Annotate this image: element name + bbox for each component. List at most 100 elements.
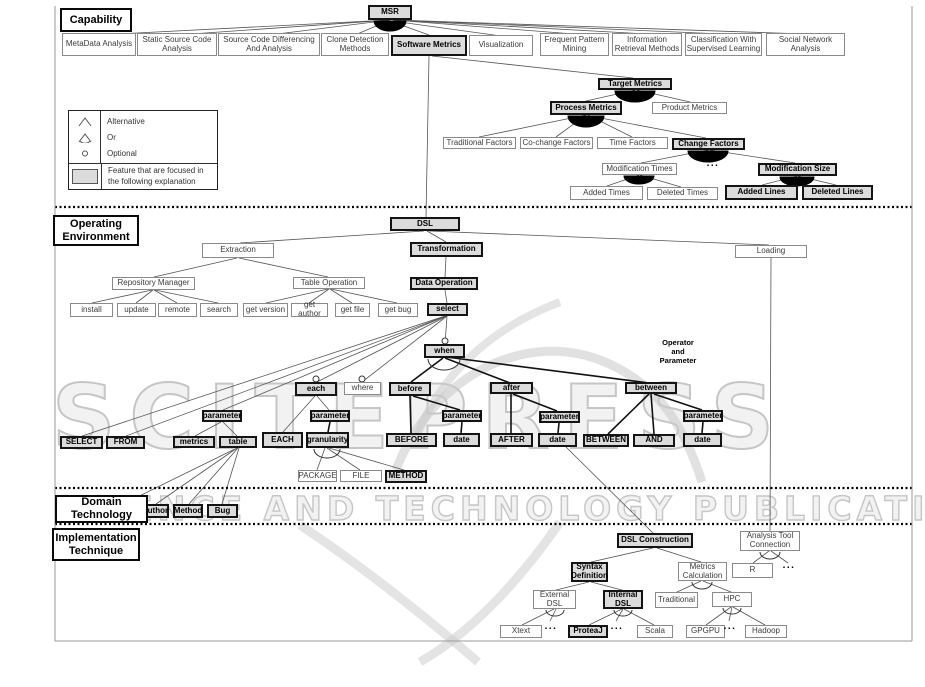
- node-dots-internal-dsl: ...: [610, 621, 624, 633]
- legend-or-label: Or: [107, 132, 116, 142]
- node-dots-analysis-tool: ...: [782, 560, 796, 572]
- node-remote: remote: [158, 303, 197, 317]
- node-domain-technology-label: Domain Technology: [55, 495, 148, 523]
- node-search: search: [200, 303, 238, 317]
- node-metrics-calculation: Metrics Calculation: [678, 562, 727, 581]
- node-bug: Bug: [207, 504, 238, 518]
- node-update: update: [117, 303, 156, 317]
- node-change-factors: Change Factors: [672, 138, 745, 150]
- node-kw-and: AND: [633, 434, 675, 447]
- node-kw-after: AFTER: [490, 433, 533, 447]
- node-package: PACKAGE: [298, 470, 337, 482]
- node-deleted-times: Deleted Times: [647, 187, 718, 200]
- optional-icon: [81, 150, 88, 157]
- node-implementation-technique-label: Implementation Technique: [52, 528, 140, 561]
- legend: Alternative Or Optional Feature that are…: [68, 110, 218, 190]
- node-capability-label: Capability: [60, 8, 132, 32]
- node-get-bug: get bug: [378, 303, 418, 317]
- node-information-retrieval-methods: Information Retrieval Methods: [612, 33, 682, 56]
- node-visualization: Visualization: [469, 35, 533, 56]
- node-static-source-code-analysis: Static Source Code Analysis: [137, 33, 217, 56]
- node-added-times: Added Times: [570, 186, 643, 200]
- node-internal-dsl: Internal DSL: [603, 590, 643, 609]
- node-dots-change-factors: ...: [706, 158, 720, 170]
- node-social-network-analysis: Social Network Analysis: [766, 33, 845, 56]
- node-parameter-granularity: parameter: [310, 410, 350, 422]
- node-process-metrics: Process Metrics: [550, 101, 622, 115]
- node-data-operation: Data Operation: [410, 277, 478, 290]
- node-kw-between: BETWEEN: [583, 434, 629, 447]
- node-date-after: date: [538, 433, 577, 447]
- node-traditional-factors: Traditional Factors: [443, 137, 516, 149]
- node-target-metrics: Target Metrics: [598, 78, 672, 90]
- node-syntax-definition: Syntax Definition: [571, 562, 608, 582]
- node-time-factors: Time Factors: [597, 137, 668, 149]
- node-kw-from: FROM: [106, 436, 145, 449]
- node-repository-manager: Repository Manager: [112, 277, 195, 290]
- node-proteaj: ProteaJ: [568, 625, 608, 638]
- node-dots-hpc: ...: [723, 621, 737, 633]
- node-between: between: [625, 382, 677, 394]
- node-kw-each: EACH: [262, 432, 303, 448]
- node-source-code-differencing: Source Code Differencing And Analysis: [218, 33, 320, 56]
- node-get-author: get author: [291, 301, 328, 318]
- node-added-lines: Added Lines: [725, 185, 798, 200]
- node-dsl-construction: DSL Construction: [617, 533, 693, 548]
- node-dsl: DSL: [390, 217, 460, 231]
- node-parameter-between: parameter: [683, 410, 723, 422]
- node-modification-times: Modification Times: [602, 163, 677, 175]
- or-icon: [78, 133, 91, 144]
- node-dots-external-dsl: ...: [544, 621, 558, 633]
- node-software-metrics: Software Metrics: [391, 35, 467, 56]
- node-method: Method: [173, 504, 203, 518]
- node-kw-before: BEFORE: [386, 433, 437, 447]
- node-get-version: get version: [243, 303, 288, 317]
- node-msr: MSR: [368, 5, 412, 20]
- node-hadoop: Hadoop: [745, 625, 787, 638]
- node-scala: Scala: [637, 625, 673, 638]
- node-table: table: [219, 436, 257, 448]
- node-operating-environment-label: Operating Environment: [53, 215, 139, 246]
- node-each: each: [295, 382, 337, 396]
- node-xtext: Xtext: [500, 625, 542, 638]
- node-classification-supervised: Classification With Supervised Learning: [685, 33, 762, 56]
- node-transformation: Transformation: [410, 242, 483, 257]
- alternative-icon: [78, 116, 91, 127]
- node-get-file: get file: [335, 303, 370, 317]
- node-deleted-lines: Deleted Lines: [802, 185, 873, 200]
- node-modification-size: Modification Size: [758, 163, 837, 176]
- node-metadata-analysis: MetaData Analysis: [62, 33, 136, 56]
- node-file: FILE: [340, 470, 382, 482]
- node-cochange-factors: Co-change Factors: [520, 137, 593, 149]
- node-gpgpu: GPGPU: [686, 625, 725, 638]
- node-parameter-before: parameter: [442, 410, 482, 422]
- node-hpc: HPC: [712, 592, 752, 607]
- node-after: after: [490, 382, 533, 394]
- legend-alternative-label: Alternative: [107, 116, 145, 126]
- node-parameter-after: parameter: [539, 411, 580, 423]
- node-where: where: [344, 382, 381, 395]
- node-granularity: granularity: [306, 432, 349, 448]
- node-frequent-pattern-mining: Frequent Pattern Mining: [540, 33, 609, 56]
- node-r: R: [732, 563, 773, 578]
- node-parameter-each: parameter: [202, 410, 242, 422]
- node-select: select: [427, 303, 468, 316]
- node-loading: Loading: [735, 245, 807, 258]
- node-product-metrics: Product Metrics: [652, 102, 727, 114]
- node-operator-parameter-label: Operator and Parameter: [659, 337, 697, 365]
- node-extraction: Extraction: [202, 243, 274, 258]
- node-method-granularity: METHOD: [385, 470, 427, 483]
- legend-optional-label: Optional: [107, 148, 137, 158]
- node-date-between: date: [683, 433, 722, 447]
- node-metrics: metrics: [173, 436, 215, 448]
- node-date-before: date: [443, 433, 480, 447]
- node-install: install: [70, 303, 113, 317]
- legend-feature-label: Feature that are focused in the followin…: [108, 166, 204, 186]
- node-before: before: [389, 382, 431, 396]
- node-clone-detection-methods: Clone Detection Methods: [321, 33, 389, 56]
- node-kw-select: SELECT: [60, 436, 103, 449]
- node-external-dsl: External DSL: [533, 590, 576, 609]
- node-traditional: Traditional: [655, 592, 698, 608]
- focused-feature-swatch: [72, 169, 98, 184]
